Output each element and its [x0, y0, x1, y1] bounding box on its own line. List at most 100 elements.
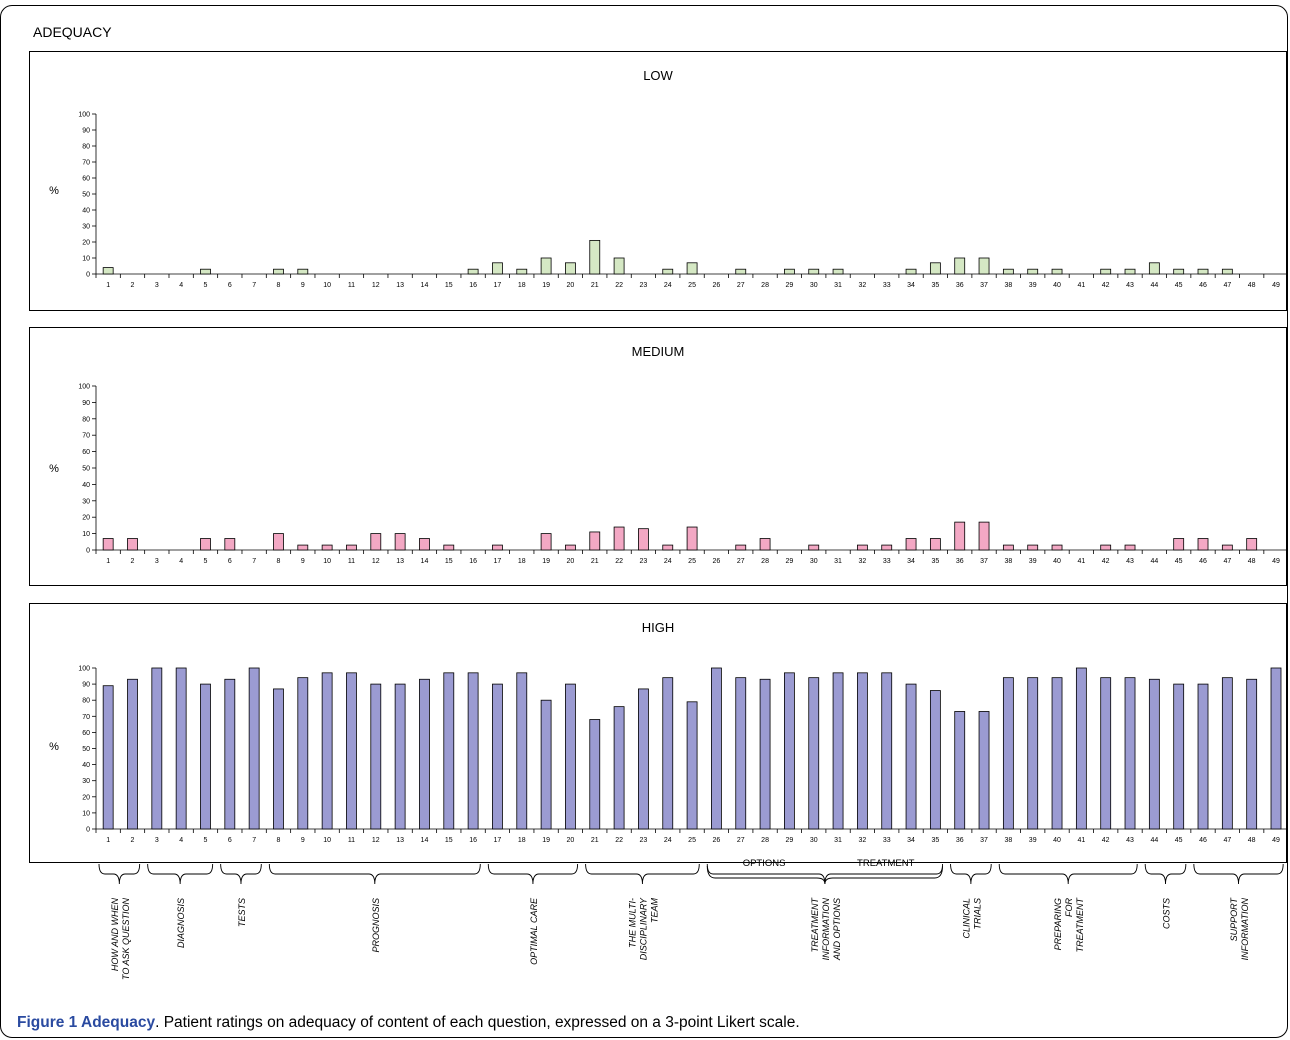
medium-x-tick-label: 45 — [1175, 558, 1183, 565]
medium-bar-q37 — [978, 521, 990, 551]
medium-x-tick-label: 15 — [445, 558, 453, 565]
high-bar-q9 — [297, 677, 309, 830]
figure-frame — [0, 5, 1288, 1038]
low-x-tick-label: 37 — [980, 282, 988, 289]
low-x-tick-label: 1 — [106, 282, 110, 289]
high-y-tick-label: 10 — [82, 810, 90, 817]
low-bar-q17 — [492, 262, 503, 275]
group-label: FOR — [1064, 898, 1074, 917]
group-label: DIAGNOSIS — [176, 898, 186, 948]
medium-y-tick-label: 40 — [82, 482, 90, 489]
high-y-tick-label: 40 — [82, 762, 90, 769]
high-x-tick-label: 11 — [348, 837, 355, 844]
low-y-tick-label: 50 — [82, 192, 90, 199]
high-bar-q44 — [1148, 678, 1160, 830]
low-x-tick-label: 5 — [204, 282, 208, 289]
medium-bar-q25 — [686, 526, 698, 551]
low-x-tick-label: 46 — [1199, 282, 1207, 289]
group-brace — [487, 863, 579, 885]
medium-y-tick-label: 20 — [82, 515, 90, 522]
high-bar-q10 — [321, 672, 333, 830]
high-bar-q30 — [808, 677, 820, 830]
medium-x-tick-label: 34 — [907, 558, 915, 565]
low-x-tick-label: 2 — [131, 282, 135, 289]
high-bar-q23 — [638, 688, 649, 830]
medium-bar-q15 — [443, 544, 455, 551]
high-y-tick-label: 50 — [82, 746, 90, 753]
medium-bar-q40 — [1051, 544, 1063, 551]
high-bar-q41 — [1075, 667, 1087, 830]
low-x-tick-label: 36 — [956, 282, 964, 289]
high-bar-q17 — [492, 683, 503, 830]
high-bar-q8 — [273, 688, 284, 830]
high-bar-q33 — [881, 672, 893, 830]
high-x-tick-label: 8 — [277, 837, 281, 844]
low-bar-q29 — [784, 268, 795, 275]
high-bar-q38 — [1002, 677, 1014, 830]
medium-bar-q2 — [127, 538, 138, 551]
high-x-tick-label: 13 — [396, 837, 404, 844]
group-brace — [1193, 863, 1284, 885]
low-bar-q35 — [929, 262, 941, 275]
high-chart-panel: 0 10 20 30 40 50 60 70 80 90 100% 1 2 3 4 5 6 7 8 9 10 11 12 13… — [29, 603, 1287, 863]
low-x-tick-label: 26 — [713, 282, 721, 289]
medium-bar-q38 — [1002, 544, 1014, 551]
low-x-tick-label: 32 — [858, 282, 866, 289]
medium-x-tick-label: 9 — [301, 558, 305, 565]
high-y-tick-label: 20 — [82, 794, 90, 801]
medium-bar-q30 — [808, 544, 820, 551]
high-bar-q24 — [662, 677, 674, 830]
low-x-tick-label: 42 — [1102, 282, 1110, 289]
medium-x-tick-label: 13 — [396, 558, 404, 565]
low-x-tick-label: 11 — [348, 282, 355, 289]
medium-bar-q12 — [370, 533, 382, 551]
low-x-tick-label: 25 — [688, 282, 696, 289]
medium-x-tick-label: 24 — [664, 558, 672, 565]
caption-label: Figure 1 Adequacy — [17, 1014, 156, 1031]
high-y-tick-label: 0 — [86, 827, 90, 834]
low-bar-q20 — [565, 262, 576, 275]
medium-y-tick-label: 50 — [82, 466, 90, 473]
high-x-tick-label: 31 — [834, 837, 842, 844]
group-brace — [950, 863, 992, 885]
medium-x-tick-label: 17 — [494, 558, 502, 565]
high-bar-q21 — [589, 719, 601, 830]
high-x-tick-label: 42 — [1102, 837, 1110, 844]
medium-x-tick-label: 3 — [155, 558, 159, 565]
medium-bar-q28 — [759, 538, 771, 551]
low-bar-q34 — [905, 268, 917, 275]
medium-x-tick-label: 2 — [131, 558, 135, 565]
medium-x-tick-label: 31 — [834, 558, 842, 565]
medium-bar-q47 — [1221, 544, 1233, 551]
high-bar-q40 — [1051, 677, 1063, 830]
medium-x-tick-label: 39 — [1029, 558, 1037, 565]
high-x-tick-label: 9 — [301, 837, 305, 844]
medium-bar-q5 — [200, 538, 211, 551]
low-y-tick-label: 40 — [82, 208, 90, 215]
medium-x-tick-label: 47 — [1223, 558, 1231, 565]
high-x-tick-label: 25 — [688, 837, 696, 844]
high-bar-q20 — [565, 683, 576, 830]
low-bar-q42 — [1100, 268, 1112, 275]
medium-bar-q11 — [346, 544, 357, 551]
high-x-tick-label: 22 — [615, 837, 623, 844]
low-x-tick-label: 14 — [421, 282, 429, 289]
high-x-tick-label: 29 — [786, 837, 794, 844]
high-bar-q39 — [1027, 677, 1039, 830]
high-bar-q42 — [1100, 677, 1112, 830]
group-label: CLINICAL — [961, 898, 971, 939]
high-bar-q36 — [954, 711, 966, 830]
low-x-tick-label: 45 — [1175, 282, 1183, 289]
high-x-tick-label: 10 — [323, 837, 331, 844]
medium-x-tick-label: 36 — [956, 558, 964, 565]
high-x-tick-label: 28 — [761, 837, 769, 844]
low-x-tick-label: 8 — [277, 282, 281, 289]
low-x-tick-label: 23 — [640, 282, 648, 289]
medium-bar-q36 — [954, 521, 966, 551]
high-chart-title: HIGH — [641, 620, 675, 635]
low-x-tick-label: 35 — [931, 282, 939, 289]
group-label: PREPARING — [1053, 898, 1063, 950]
low-x-tick-label: 15 — [445, 282, 453, 289]
